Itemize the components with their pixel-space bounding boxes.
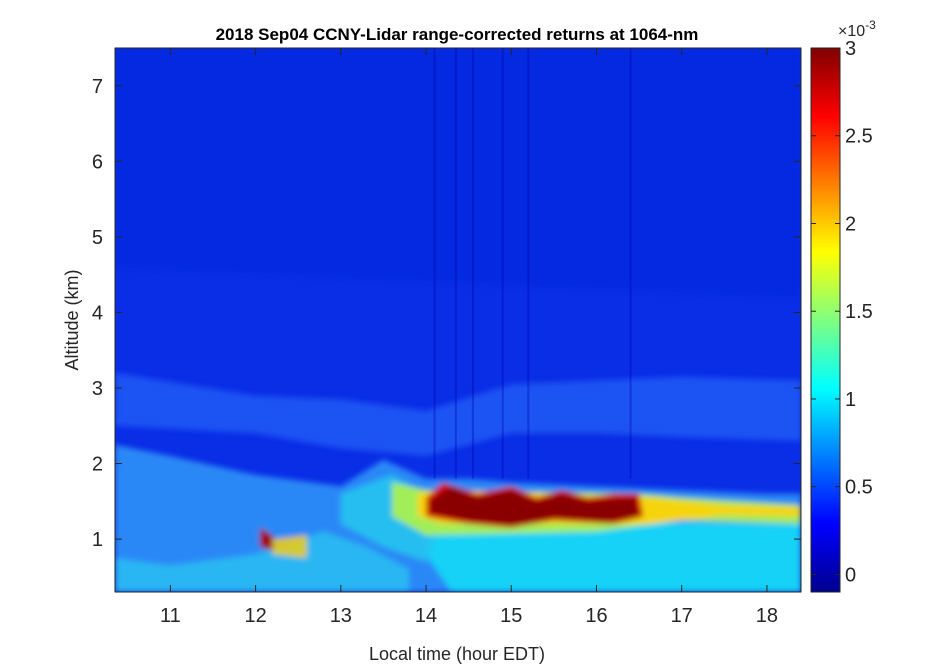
time-streak [501, 48, 504, 479]
time-streak [454, 48, 457, 479]
x-tick-label: 14 [415, 605, 437, 627]
surface-aerosol-afternoon [426, 520, 801, 592]
residual-aerosol-layer [115, 372, 801, 456]
colorbar-gradient [810, 47, 841, 593]
cloud-layer-core [430, 486, 640, 526]
colorbar: 0 0.5 1 1.5 2 2.5 3 ×10-3 [810, 18, 876, 593]
x-tick-label: 17 [671, 605, 693, 627]
plot-frame [114, 47, 802, 593]
time-streak [527, 48, 530, 479]
time-streaks [433, 48, 632, 479]
colorbar-tick-label: 2.5 [845, 126, 873, 148]
colorbar-tick-label: 1.5 [845, 301, 873, 323]
y-axis-label: Altitude (km) [62, 269, 82, 370]
x-tick-label: 11 [160, 605, 181, 627]
free-troposphere [115, 48, 801, 298]
colorbar-tick-label: 0.5 [845, 477, 873, 499]
x-tick-label: 18 [756, 605, 778, 627]
colorbar-tick-label: 2 [845, 213, 856, 235]
morning-cloud-patch [259, 527, 273, 551]
time-streak [629, 48, 632, 479]
x-tick-label: 15 [500, 605, 522, 627]
y-axis: 1 2 3 4 5 6 7 [92, 76, 801, 551]
colorbar-ticks: 0 0.5 1 1.5 2 2.5 3 [811, 38, 873, 586]
colorbar-tick-label: 0 [845, 564, 856, 586]
plot-area [115, 48, 801, 592]
x-tick-label: 13 [330, 605, 352, 627]
y-tick-label: 6 [92, 151, 103, 173]
y-tick-label: 5 [92, 227, 103, 249]
y-tick-label: 4 [92, 302, 103, 324]
y-tick-label: 1 [92, 529, 103, 551]
x-axis: 11 12 13 14 15 16 17 18 [160, 48, 778, 627]
time-streak [433, 48, 436, 479]
heatmap-layers [115, 48, 801, 592]
y-tick-label: 2 [92, 454, 103, 476]
colorbar-tick-label: 3 [845, 38, 856, 60]
x-axis-label: Local time (hour EDT) [369, 644, 545, 664]
morning-surface-layer [115, 531, 409, 592]
y-tick-label: 3 [92, 378, 103, 400]
chart-title: 2018 Sep04 CCNY-Lidar range-corrected re… [216, 25, 699, 44]
x-tick-label: 16 [585, 605, 607, 627]
colorbar-tick-label: 1 [845, 389, 856, 411]
colorbar-multiplier: ×10-3 [838, 18, 876, 40]
morning-cloud-glow [272, 535, 307, 558]
x-tick-label: 12 [244, 605, 266, 627]
y-tick-label: 7 [92, 76, 103, 98]
time-streak [471, 48, 474, 479]
